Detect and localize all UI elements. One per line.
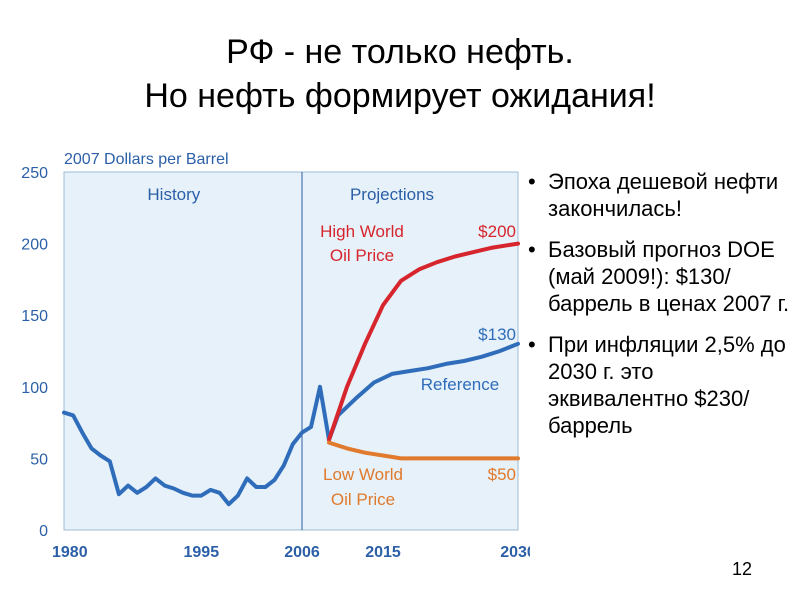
high-price-label: High World <box>320 222 404 241</box>
oil-price-chart: 2007 Dollars per Barrel 0 50 100 150 200 250 19… <box>21 151 530 561</box>
page-number: 12 <box>731 559 752 579</box>
bullet-list: Эпоха дешевой нефти закончилась! Базовый… <box>524 168 796 453</box>
history-line <box>62 384 331 507</box>
y-tick-label: 100 <box>21 380 48 397</box>
bullet-item: При инфляции 2,5% до 2030 г. это эквивал… <box>524 331 796 439</box>
title-line-2: Но нефть формирует ожидания! <box>144 77 656 115</box>
y-tick-label: 50 <box>30 451 48 468</box>
low-price-label: Low World <box>323 465 403 484</box>
section-label-projections: Projections <box>350 185 434 204</box>
x-tick-label: 2015 <box>365 544 401 561</box>
slide-title: РФ - не только нефть. Но нефть формирует… <box>0 30 800 118</box>
high-price-end-label: $200 <box>478 222 516 241</box>
y-tick-label: 0 <box>39 523 48 540</box>
low-price-end-label: $50 <box>488 465 516 484</box>
x-tick-label: 2030 <box>500 544 530 561</box>
reference-line <box>327 341 520 442</box>
y-tick-label: 150 <box>21 308 48 325</box>
low-price-line <box>327 440 520 461</box>
y-tick-label: 250 <box>21 165 48 182</box>
low-price-label: Oil Price <box>331 490 395 509</box>
y-axis-label: 2007 Dollars per Barrel <box>64 151 229 168</box>
high-price-line <box>327 241 520 442</box>
bullet-item: Базовый прогноз DOE (май 2009!): $130/ба… <box>524 236 796 317</box>
x-tick-label: 2006 <box>284 544 320 561</box>
y-tick-label: 200 <box>21 237 48 254</box>
high-price-label: Oil Price <box>330 246 394 265</box>
reference-label: Reference <box>421 375 499 394</box>
plot-area <box>63 171 519 531</box>
reference-end-label: $130 <box>478 325 516 344</box>
title-line-1: РФ - не только нефть. <box>226 33 574 71</box>
bullet-item: Эпоха дешевой нефти закончилась! <box>524 168 796 222</box>
section-label-history: History <box>147 185 200 204</box>
x-tick-label: 1980 <box>52 544 88 561</box>
x-tick-label: 1995 <box>184 544 220 561</box>
